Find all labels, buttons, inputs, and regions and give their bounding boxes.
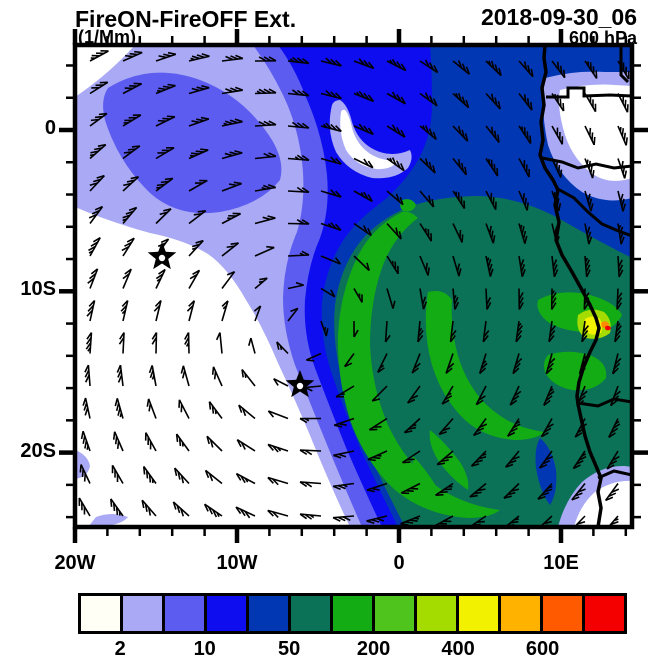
colorbar-cell (501, 596, 540, 631)
region-corner-white-wedge (574, 480, 632, 527)
region-green-bottom-band-2 (412, 455, 440, 505)
colorbar-cell (123, 596, 162, 631)
region-green-crescent (337, 211, 500, 518)
colorbar-cell (543, 596, 582, 631)
star-marker-center (158, 254, 166, 262)
region-purple-nw-plume (103, 72, 282, 214)
map-frame (72, 42, 635, 530)
chart-datetime: 2018-09-30_06 (480, 4, 637, 30)
colorbar-cell (585, 596, 624, 631)
region-green-bottom-band-1 (429, 430, 469, 490)
lon-tick-label: 20W (54, 552, 96, 574)
colorbar-cell (165, 596, 204, 631)
colorbar-label: 10 (193, 638, 216, 660)
region-lavender-bottom-patch (88, 514, 128, 527)
country-border (619, 45, 630, 84)
lat-tick-label: 20S (20, 439, 56, 462)
lat-tick-label: 0 (44, 117, 56, 139)
region-hotspot-red-dot (605, 325, 611, 331)
colorbar-cell (291, 596, 330, 631)
lat-tick-label: 10S (20, 278, 56, 301)
star-marker-center (296, 382, 304, 390)
region-darkblue-bottom-blob (535, 438, 557, 505)
colorbar-label: 600 (525, 638, 560, 660)
colorbar-cell (81, 596, 120, 631)
lon-tick-label: 10W (216, 552, 258, 574)
colorbar-cell (375, 596, 414, 631)
region-land-patch-white (559, 84, 632, 181)
colorbar (78, 593, 627, 634)
axis-ticks (59, 29, 648, 543)
colorbar-cell (333, 596, 372, 631)
region-lavender-edge-patch (75, 450, 90, 479)
lon-tick-label: 10E (543, 552, 579, 574)
region-curl-core-white (340, 109, 399, 170)
map-content (75, 45, 632, 527)
region-green-inner-band (425, 291, 545, 440)
lon-tick-label: 0 (393, 552, 405, 574)
colorbar-label: 2 (114, 638, 126, 660)
country-border (577, 397, 632, 408)
wind-barbs (78, 49, 630, 527)
region-green-top-dot (400, 199, 416, 212)
country-border (597, 469, 632, 480)
colorbar-cell (459, 596, 498, 631)
colorbar-label: 200 (356, 638, 391, 660)
country-border (546, 86, 632, 99)
colorbar-cell (207, 596, 246, 631)
colorbar-label: 400 (441, 638, 475, 660)
colorbar-cell (249, 596, 288, 631)
country-border (541, 156, 632, 170)
colorbar-label: 50 (278, 638, 301, 660)
region-green-coast-blob-south (544, 351, 607, 391)
chart-title: FireON-FireOFF Ext. (75, 6, 297, 32)
colorbar-cell (417, 596, 456, 631)
